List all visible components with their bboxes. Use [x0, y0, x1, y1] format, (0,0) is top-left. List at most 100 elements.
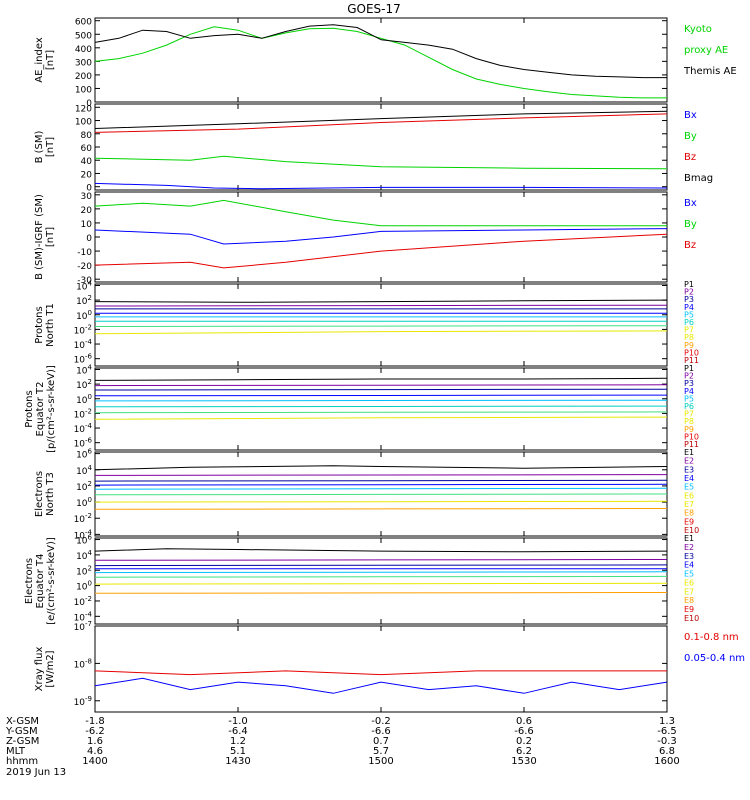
series-line-e3: [94, 564, 668, 567]
legend-label: P7: [684, 326, 694, 335]
series-line-e3: [94, 479, 668, 482]
legend-label: Kyoto: [684, 24, 712, 35]
time-axis-value: 6.2: [516, 746, 532, 757]
y-axis-label-line: B (SM): [34, 130, 45, 163]
series-line-p7: [94, 411, 668, 414]
figure-title: GOES-17: [347, 2, 401, 16]
legend-label: Themis AE: [683, 66, 737, 77]
time-axis-row-label: MLT: [6, 746, 26, 757]
y-tick-label: 104: [76, 464, 92, 477]
y-axis-label-line: AE_index: [34, 37, 45, 83]
time-axis-value: 6.8: [659, 746, 675, 757]
legend-label: P7: [684, 410, 694, 419]
y-axis-label: B (SM)-IGRF (SM) [nT]: [34, 194, 56, 280]
y-axis-label: Xray flux [W/m2]: [34, 647, 56, 692]
time-axis-value: 1.6: [87, 736, 103, 747]
panel-frame: [94, 103, 668, 191]
time-axis-value: 0.2: [516, 736, 532, 747]
y-axis-label: Protons North T1: [34, 303, 56, 347]
time-axis-value: -0.3: [657, 736, 677, 747]
y-tick-label: 10: [81, 220, 93, 230]
y-tick-label: 400: [75, 45, 92, 55]
y-axis-label-line: Xray flux: [34, 647, 45, 692]
time-axis-value: -6.6: [514, 726, 534, 737]
time-axis-value: 1.3: [659, 716, 675, 727]
series-line-e8: [94, 592, 668, 594]
legend-label: P10: [684, 348, 699, 357]
y-tick-label: 10-2: [74, 407, 92, 420]
time-axis-value: 1530: [511, 756, 536, 767]
series-line-e1: [94, 465, 668, 471]
y-tick-label: 300: [75, 58, 92, 68]
series-line-p1: [94, 299, 668, 303]
series-line-e6: [94, 575, 668, 578]
y-axis-label-line: [p/(cm²-s-sr-keV)]: [46, 365, 57, 453]
y-axis-label-line: Equator T2: [35, 382, 46, 437]
y-tick-label: 10-2: [74, 595, 92, 608]
y-tick-label: 10-8: [74, 657, 92, 670]
series-line-bz: [94, 113, 668, 133]
time-axis-value: -6.6: [371, 726, 391, 737]
series-line-p2: [94, 304, 668, 307]
y-tick-label: 0: [86, 234, 92, 244]
time-axis-row-label: hhmm: [6, 756, 38, 767]
y-tick-label: 100: [76, 496, 92, 509]
legend-label: proxy AE: [684, 45, 728, 56]
legend-label: E6: [684, 578, 694, 587]
series-line-bmag: [94, 110, 668, 129]
legend-label: P3: [684, 295, 694, 304]
legend-label: E9: [684, 605, 694, 614]
time-axis-value: 1430: [225, 756, 250, 767]
y-axis-label: AE_index [nT]: [34, 37, 56, 83]
series-line-by: [94, 199, 667, 227]
y-tick-label: 10-4: [74, 338, 93, 351]
series-line-e5: [94, 487, 668, 490]
legend-label: E10: [684, 526, 699, 535]
series-line-bx: [94, 228, 668, 245]
y-tick-label: 60: [81, 144, 93, 154]
y-axis-label-line: Protons: [34, 306, 45, 343]
legend-label: P6: [684, 318, 694, 327]
y-tick-label: 104: [76, 549, 92, 562]
y-tick-label: 102: [76, 294, 92, 307]
legend-label: E3: [684, 465, 694, 474]
series-line-kyoto-proxy-ae: [94, 26, 667, 99]
time-axis-value: -1.8: [85, 716, 105, 727]
legend-label: E1: [684, 448, 694, 457]
legend-label: P6: [684, 402, 694, 411]
series-line-0-05-0-4-nm: [94, 677, 668, 694]
y-tick-label: 120: [75, 104, 92, 114]
y-tick-label: 500: [75, 31, 92, 41]
time-axis-value: -1.0: [228, 716, 248, 727]
y-tick-label: 40: [81, 157, 93, 167]
y-axis-label-line: Equator T4: [35, 554, 46, 609]
legend-label: E2: [684, 457, 694, 466]
legend-label: Bmag: [684, 173, 713, 184]
series-line-p5: [94, 399, 668, 402]
legend-label: E7: [684, 587, 694, 596]
y-tick-label: 20: [81, 170, 93, 180]
time-axis-value: -6.5: [657, 726, 677, 737]
time-axis-value: 1.2: [230, 736, 246, 747]
y-tick-label: 10-2: [74, 323, 92, 336]
y-axis-label-line: [nT]: [45, 50, 56, 70]
y-axis-label-line: [nT]: [45, 227, 56, 247]
time-axis-value: -6.2: [85, 726, 105, 737]
y-tick-label: 0: [86, 184, 92, 194]
y-axis-label-line: Protons: [24, 390, 35, 427]
legend-label: P4: [684, 387, 694, 396]
legend-label: P9: [684, 425, 694, 434]
legend-label: E10: [684, 614, 699, 623]
series-line-bz: [94, 233, 668, 269]
y-tick-label: 80: [81, 131, 93, 141]
y-tick-label: 102: [76, 480, 92, 493]
legend-label: E8: [684, 509, 694, 518]
y-axis-label-line: Electrons: [34, 471, 45, 517]
legend-label: 0.1-0.8 nm: [684, 632, 739, 643]
legend-label: 0.05-0.4 nm: [684, 653, 745, 664]
series-line-e8: [94, 508, 668, 510]
